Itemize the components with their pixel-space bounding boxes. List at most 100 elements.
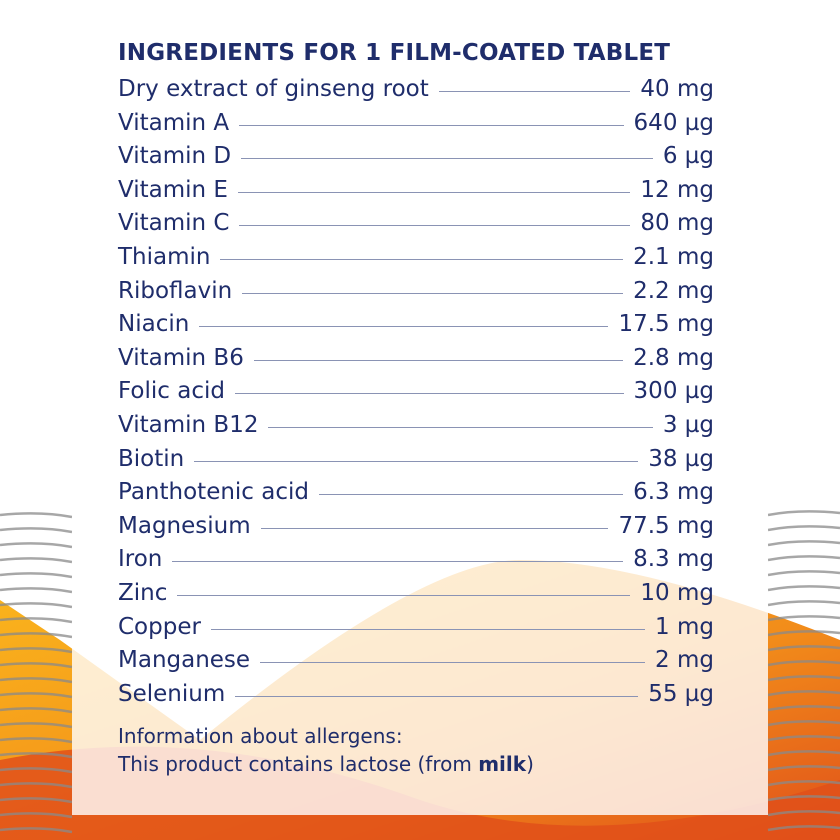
- ingredient-name: Vitamin E: [118, 176, 228, 203]
- leader-line: [260, 662, 646, 664]
- ingredient-row: Folic acid 300 µg: [118, 378, 714, 412]
- leader-line: [234, 393, 624, 395]
- ingredient-amount: 6.3 mg: [633, 479, 714, 506]
- leader-line: [194, 460, 639, 462]
- leader-line: [220, 258, 624, 260]
- ingredient-row: Manganese 2 mg: [118, 647, 714, 681]
- leader-line: [210, 628, 646, 630]
- wave-line: [0, 825, 840, 834]
- leader-line: [319, 494, 624, 496]
- ingredient-name: Riboflavin: [118, 277, 233, 304]
- ingredient-amount: 17.5 mg: [618, 311, 714, 338]
- ingredient-row: Zinc 10 mg: [118, 580, 714, 614]
- ingredient-name: Selenium: [118, 680, 226, 707]
- ingredient-row: Panthotenic acid 6.3 mg: [118, 479, 714, 513]
- ingredient-amount: 640 µg: [633, 109, 714, 136]
- ingredient-row: Niacin 17.5 mg: [118, 311, 714, 345]
- leader-line: [237, 191, 631, 193]
- ingredient-name: Vitamin A: [118, 109, 230, 136]
- ingredient-name: Iron: [118, 546, 163, 573]
- leader-line: [438, 91, 631, 92]
- ingredient-amount: 6 µg: [662, 143, 714, 170]
- ingredient-amount: 38 µg: [648, 445, 714, 472]
- ingredient-name: Copper: [118, 613, 201, 640]
- leader-line: [242, 292, 624, 294]
- wave-line: [0, 540, 840, 549]
- leader-line: [253, 359, 624, 361]
- leader-line: [172, 561, 624, 563]
- ingredient-row: Selenium 55 µg: [118, 681, 714, 715]
- ingredient-amount: 1 mg: [655, 613, 714, 640]
- ingredient-name: Manganese: [118, 647, 251, 674]
- wave-line: [0, 615, 840, 624]
- ingredient-amount: 3 µg: [662, 411, 714, 438]
- ingredient-row: Dry extract of ginseng root 40 mg: [118, 76, 714, 110]
- ingredient-amount: 40 mg: [640, 76, 714, 102]
- leader-line: [199, 326, 609, 328]
- ingredient-amount: 2.2 mg: [633, 277, 714, 304]
- wave-line: [0, 795, 840, 804]
- leader-line: [268, 426, 653, 428]
- ingredient-name: Zinc: [118, 579, 168, 606]
- wave-line: [0, 810, 840, 819]
- ingredient-amount: 2.1 mg: [633, 243, 714, 270]
- wave-line: [0, 705, 840, 714]
- page-title: INGREDIENTS FOR 1 FILM-COATED TABLET: [118, 40, 671, 66]
- content-panel: [72, 0, 768, 815]
- allergen-info: Information about allergens: This produc…: [118, 722, 714, 778]
- ingredient-amount: 300 µg: [633, 378, 714, 405]
- ingredient-amount: 80 mg: [640, 210, 714, 237]
- ingredient-row: Vitamin C 80 mg: [118, 210, 714, 244]
- wave-line: [0, 735, 840, 744]
- allergen-text: This product contains lactose (from milk…: [118, 750, 714, 778]
- ingredient-name: Thiamin: [118, 243, 211, 270]
- ingredient-name: Magnesium: [118, 512, 251, 539]
- ingredient-amount: 10 mg: [640, 579, 714, 606]
- leader-line: [239, 225, 631, 227]
- wave-line: [0, 690, 840, 699]
- ingredient-amount: 12 mg: [640, 176, 714, 203]
- ingredient-name: Dry extract of ginseng root: [118, 76, 429, 102]
- ingredient-row: Magnesium 77.5 mg: [118, 513, 714, 547]
- ingredient-amount: 55 µg: [648, 680, 714, 707]
- ingredient-amount: 2 mg: [655, 647, 714, 674]
- ingredient-name: Vitamin B6: [118, 344, 244, 371]
- ingredient-row: Vitamin D 6 µg: [118, 143, 714, 177]
- ingredient-name: Vitamin B12: [118, 411, 259, 438]
- allergen-text-start: This product contains lactose (from: [118, 752, 479, 777]
- ingredients-list: Dry extract of ginseng root 40 mg Vitamin …: [118, 76, 714, 714]
- wave-line: [0, 600, 840, 609]
- wave-line: [0, 645, 840, 654]
- ingredient-row: Copper 1 mg: [118, 614, 714, 648]
- wave-line: [0, 570, 840, 579]
- ingredient-amount: 2.8 mg: [633, 344, 714, 371]
- ingredient-name: Biotin: [118, 445, 185, 472]
- wave-line: [0, 675, 840, 684]
- allergen-text-end: ): [526, 752, 534, 777]
- ingredients-section: INGREDIENTS FOR 1 FILM-COATED TABLET Dry…: [118, 40, 714, 778]
- wave-line: [0, 720, 840, 729]
- wave-line: [0, 765, 840, 774]
- allergen-heading: Information about allergens:: [118, 724, 403, 749]
- wave-line: [0, 780, 840, 789]
- ingredient-name: Vitamin C: [118, 210, 230, 237]
- wave-line: [0, 750, 840, 759]
- ingredient-amount: 8.3 mg: [633, 546, 714, 573]
- ingredient-name: Panthotenic acid: [118, 479, 309, 506]
- ingredient-row: Vitamin B6 2.8 mg: [118, 345, 714, 379]
- leader-line: [177, 594, 631, 596]
- ingredient-name: Folic acid: [118, 378, 225, 405]
- ingredient-row: Vitamin A 640 µg: [118, 110, 714, 144]
- ingredient-row: Iron 8.3 mg: [118, 546, 714, 580]
- ingredient-row: Vitamin E 12 mg: [118, 177, 714, 211]
- wave-line: [0, 660, 840, 669]
- ingredient-name: Vitamin D: [118, 143, 232, 170]
- ingredient-amount: 77.5 mg: [618, 512, 714, 539]
- wave-line: [0, 555, 840, 564]
- leader-line: [260, 527, 609, 529]
- wave-line: [0, 585, 840, 594]
- leader-line: [235, 695, 639, 697]
- wave-line: [0, 630, 840, 639]
- leader-line: [241, 158, 653, 160]
- ingredient-name: Niacin: [118, 311, 190, 338]
